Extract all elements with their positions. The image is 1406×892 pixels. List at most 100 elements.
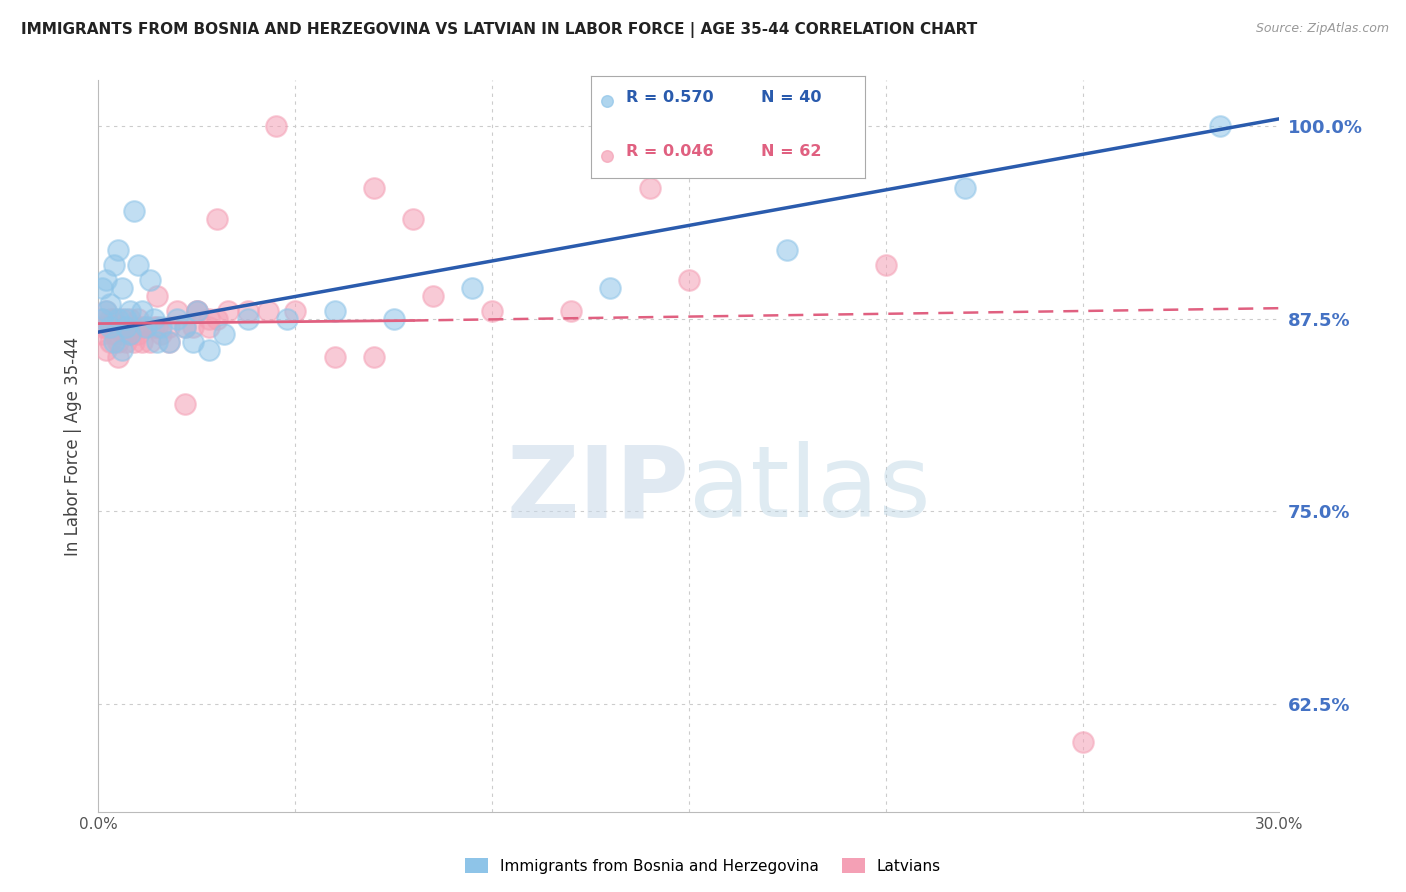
Point <box>91 319 114 334</box>
Point <box>146 319 169 334</box>
Point <box>118 327 141 342</box>
Point <box>91 327 114 342</box>
Point <box>135 319 157 334</box>
Point <box>107 243 129 257</box>
Text: N = 62: N = 62 <box>761 144 821 159</box>
Point <box>91 312 114 326</box>
Point <box>186 304 208 318</box>
Point <box>111 327 134 342</box>
Point <box>461 281 484 295</box>
Point <box>323 304 346 318</box>
Point <box>118 312 141 326</box>
Point <box>96 319 118 334</box>
Point <box>135 319 157 334</box>
Point <box>197 343 219 357</box>
Point <box>875 258 897 272</box>
Point <box>111 312 134 326</box>
Point <box>127 327 149 342</box>
Point <box>131 319 153 334</box>
Point <box>107 334 129 349</box>
Point <box>181 334 204 349</box>
Point <box>96 343 118 357</box>
Point <box>363 181 385 195</box>
Point <box>98 312 121 326</box>
Point <box>596 149 619 163</box>
Point <box>122 334 145 349</box>
Point <box>166 312 188 326</box>
Point <box>98 319 121 334</box>
Point <box>166 304 188 318</box>
Point <box>138 273 160 287</box>
Point <box>127 312 149 326</box>
Point <box>103 334 125 349</box>
Point <box>1209 120 1232 134</box>
Text: N = 40: N = 40 <box>761 89 821 104</box>
Point <box>142 319 165 334</box>
Point <box>115 312 138 326</box>
Point <box>146 289 169 303</box>
Point <box>174 397 197 411</box>
Point <box>115 319 138 334</box>
Point <box>678 273 700 287</box>
Point <box>276 312 298 326</box>
Y-axis label: In Labor Force | Age 35-44: In Labor Force | Age 35-44 <box>65 336 83 556</box>
Point <box>96 273 118 287</box>
Point <box>481 304 503 318</box>
Point <box>402 211 425 226</box>
Point <box>111 343 134 357</box>
Point <box>953 181 976 195</box>
Point <box>363 351 385 365</box>
Point <box>214 327 236 342</box>
Point <box>150 319 173 334</box>
Point <box>146 334 169 349</box>
Point <box>284 304 307 318</box>
Point <box>197 312 219 326</box>
Point <box>115 334 138 349</box>
Text: atlas: atlas <box>689 442 931 539</box>
Point <box>118 304 141 318</box>
Point <box>596 95 619 109</box>
Point <box>103 312 125 326</box>
Point <box>638 181 661 195</box>
Point <box>91 312 114 326</box>
Point <box>205 211 228 226</box>
Point <box>122 319 145 334</box>
Point <box>236 304 259 318</box>
Text: R = 0.570: R = 0.570 <box>626 89 714 104</box>
Point <box>181 319 204 334</box>
Point <box>205 312 228 326</box>
Point <box>91 281 114 295</box>
Point <box>103 258 125 272</box>
Point <box>717 120 740 134</box>
Point <box>107 312 129 326</box>
Point <box>174 319 197 334</box>
Point <box>157 334 180 349</box>
Point <box>560 304 582 318</box>
Point <box>138 334 160 349</box>
Point <box>142 312 165 326</box>
Point <box>197 319 219 334</box>
Point <box>96 304 118 318</box>
Point <box>122 204 145 219</box>
Point <box>131 304 153 318</box>
Text: ZIP: ZIP <box>506 442 689 539</box>
Point <box>422 289 444 303</box>
Point <box>157 334 180 349</box>
Point <box>111 281 134 295</box>
Point <box>98 334 121 349</box>
Point <box>98 319 121 334</box>
Point <box>264 120 287 134</box>
Point <box>127 258 149 272</box>
Point <box>776 243 799 257</box>
Point <box>382 312 405 326</box>
Point <box>157 319 180 334</box>
Point <box>236 312 259 326</box>
Legend: Immigrants from Bosnia and Herzegovina, Latvians: Immigrants from Bosnia and Herzegovina, … <box>458 852 948 880</box>
Point <box>103 319 125 334</box>
Point <box>98 296 121 310</box>
Point <box>103 327 125 342</box>
Point <box>323 351 346 365</box>
Point <box>107 319 129 334</box>
Point <box>186 304 208 318</box>
Point <box>107 351 129 365</box>
